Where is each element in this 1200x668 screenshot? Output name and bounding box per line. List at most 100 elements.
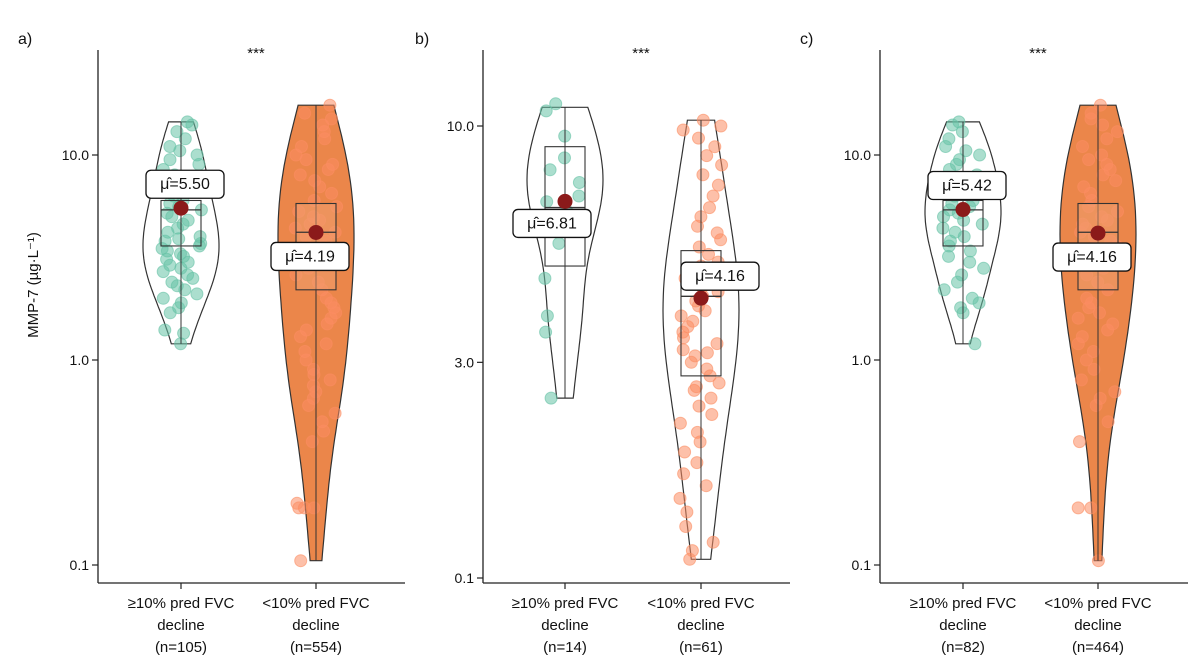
data-point	[190, 287, 204, 301]
box	[942, 199, 984, 247]
significance-marker: ***	[632, 45, 650, 62]
y-tick-label: 1.0	[852, 352, 872, 368]
data-point	[690, 425, 704, 439]
data-point	[692, 240, 706, 254]
mean-label: μ̂=6.81	[527, 215, 577, 232]
data-point	[190, 148, 204, 162]
data-point	[711, 178, 725, 192]
y-tick-label: 0.1	[455, 570, 475, 586]
x-tick-label: ≥10% pred FVC	[910, 595, 1017, 612]
data-point	[326, 157, 340, 171]
data-point	[299, 323, 313, 337]
data-point	[1082, 153, 1096, 167]
data-point	[977, 261, 991, 275]
x-tick-label: decline	[157, 617, 205, 634]
data-point	[172, 232, 186, 246]
panel-label: c)	[800, 31, 813, 48]
data-point	[323, 98, 337, 112]
x-tick-label: (n=82)	[941, 639, 985, 656]
data-point	[290, 496, 304, 510]
data-point	[677, 467, 691, 481]
data-point	[959, 144, 973, 158]
violin-outline	[924, 121, 1002, 345]
x-tick-label: decline	[677, 617, 725, 634]
data-point	[544, 391, 558, 405]
mean-point	[557, 193, 573, 209]
data-point	[689, 380, 703, 394]
data-point	[540, 309, 554, 323]
panel-c: c) *** 0.1 1.0 10.0 ≥10% pred FVC decline (n=82…	[800, 31, 1188, 656]
category-2: <10% pred FVC decline (n=61) μ̂=4.16	[647, 113, 760, 656]
data-point	[706, 535, 720, 549]
data-point	[963, 244, 977, 258]
significance-marker: ***	[1029, 45, 1047, 62]
data-point	[688, 349, 702, 363]
x-tick-label: (n=61)	[679, 639, 723, 656]
data-point	[163, 140, 177, 153]
data-point	[549, 97, 563, 111]
data-point	[1074, 373, 1088, 387]
category-1: ≥10% pred FVC decline (n=105) μ̂=5.50	[128, 115, 234, 656]
data-point	[1080, 291, 1094, 305]
data-point	[1086, 345, 1100, 358]
mean-point	[1090, 225, 1106, 241]
y-tick-label: 0.1	[852, 557, 872, 573]
data-point	[968, 337, 982, 351]
data-point	[539, 325, 553, 339]
y-axis-title: MMP-7 (µg·L⁻¹)	[25, 232, 42, 338]
mean-label: μ̂=4.16	[1067, 249, 1117, 266]
data-point	[178, 132, 192, 146]
data-point	[1073, 435, 1086, 449]
data-point	[163, 153, 177, 167]
data-point	[1110, 125, 1124, 139]
data-point	[306, 379, 320, 393]
data-point	[572, 176, 586, 189]
data-point	[952, 115, 966, 129]
x-tick-label: decline	[1074, 617, 1122, 634]
data-point	[1101, 415, 1115, 429]
data-point	[543, 163, 557, 177]
x-tick-label: (n=105)	[155, 639, 207, 656]
mean-label-box	[145, 169, 225, 199]
data-point	[552, 236, 566, 250]
data-point	[706, 189, 720, 203]
data-point	[319, 337, 333, 351]
data-point	[690, 456, 704, 470]
data-point	[954, 301, 968, 315]
data-point	[315, 415, 329, 429]
y-tick-label: 3.0	[455, 354, 475, 370]
mean-point	[955, 202, 971, 218]
data-point	[1084, 501, 1098, 515]
panel-label: b)	[415, 31, 429, 48]
data-point	[686, 314, 700, 328]
data-point	[325, 112, 338, 126]
data-point	[696, 113, 710, 127]
data-point	[1095, 148, 1109, 162]
data-point	[180, 115, 194, 129]
data-point	[295, 140, 308, 153]
data-point	[193, 230, 207, 244]
data-point	[1087, 362, 1101, 376]
data-point	[1108, 385, 1122, 399]
data-point	[975, 217, 989, 231]
data-point	[702, 247, 715, 261]
data-point	[177, 326, 191, 340]
box	[680, 250, 722, 377]
data-point	[715, 158, 729, 172]
data-point	[572, 189, 586, 203]
y-tick-label: 10.0	[447, 118, 474, 134]
data-point	[316, 118, 330, 132]
data-point	[305, 435, 319, 449]
data-point	[323, 373, 337, 387]
mean-label-box	[270, 241, 350, 272]
data-point	[700, 346, 714, 360]
mean-label-box	[680, 261, 760, 291]
data-point	[673, 491, 687, 505]
panel-label: a)	[18, 31, 32, 48]
y-tick-label: 1.0	[70, 352, 90, 368]
mean-label-box	[512, 208, 592, 239]
y-tick-label: 10.0	[844, 147, 871, 163]
data-point	[948, 225, 962, 239]
x-tick-label: <10% pred FVC	[647, 595, 754, 612]
